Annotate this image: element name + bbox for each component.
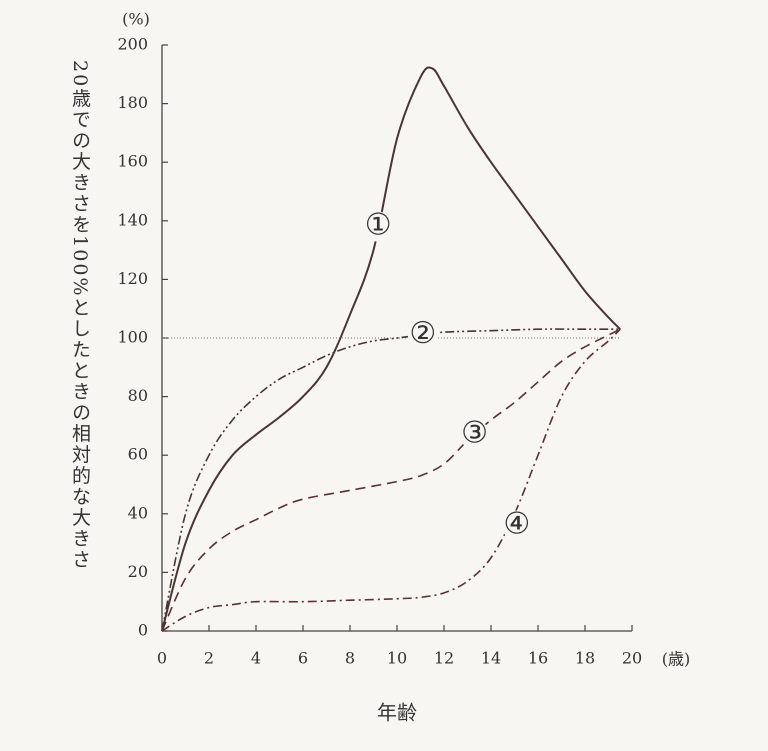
y-tick-label: 160 — [117, 152, 148, 171]
y-tick-label: 180 — [117, 93, 148, 112]
x-tick-label: 18 — [575, 649, 595, 668]
line-series — [161, 328, 621, 632]
y-tick-label: 80 — [128, 386, 148, 405]
series-label: ④ — [503, 507, 530, 542]
y-unit: (%) — [122, 10, 150, 29]
x-tick-label: 20 — [622, 649, 642, 668]
y-axis-title: 20歳での大きさを100%としたときの相対的な大きさ — [69, 60, 91, 571]
x-tick-label: 16 — [528, 649, 548, 668]
series-label-bg — [459, 419, 490, 450]
series-label-bg — [407, 320, 438, 351]
x-tick-label: 6 — [298, 649, 308, 668]
x-tick-label: 4 — [251, 649, 261, 668]
x-tick-label: 12 — [434, 649, 454, 668]
y-tick-label: 100 — [117, 328, 148, 347]
x-axis-title: 年齢 — [377, 701, 417, 725]
x-tick-label: 0 — [157, 649, 167, 668]
x-unit: (歳) — [662, 650, 691, 669]
y-tick-label: 140 — [117, 210, 148, 229]
line-series — [161, 66, 621, 632]
series-label: ① — [365, 208, 392, 243]
x-tick-label: 14 — [481, 649, 501, 668]
y-tick-label: 0 — [138, 621, 148, 640]
series-label-bg — [363, 211, 394, 242]
series-label: ③ — [461, 416, 488, 451]
y-tick-label: 120 — [117, 269, 148, 288]
y-tick-label: 60 — [128, 445, 148, 464]
x-tick-label: 8 — [345, 649, 355, 668]
y-tick-label: 200 — [117, 35, 148, 54]
x-tick-label: 2 — [204, 649, 214, 668]
series-label: ② — [409, 316, 436, 351]
y-tick-label: 40 — [128, 503, 148, 522]
series-label-bg — [501, 510, 532, 541]
y-tick-label: 20 — [128, 562, 148, 581]
line-series — [161, 328, 621, 632]
x-tick-label: 10 — [387, 649, 407, 668]
line-series — [161, 328, 621, 632]
